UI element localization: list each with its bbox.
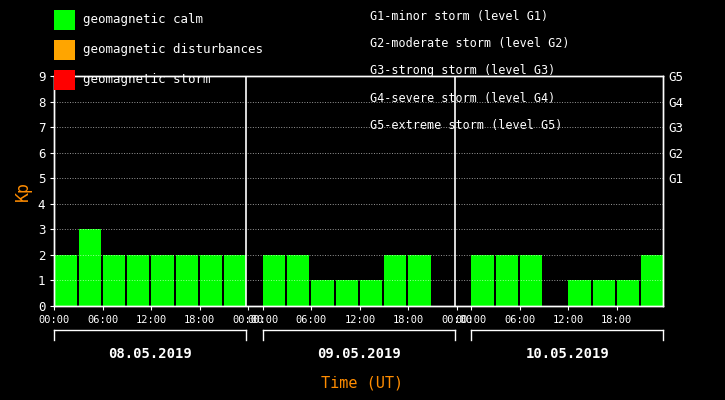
Bar (592, 280, 615, 306)
Bar (287, 255, 310, 306)
Text: G1-minor storm (level G1): G1-minor storm (level G1) (370, 10, 548, 23)
Bar (617, 280, 639, 306)
Text: 09.05.2019: 09.05.2019 (317, 347, 401, 361)
Bar (641, 255, 663, 306)
Bar (54, 255, 77, 306)
Text: geomagnetic calm: geomagnetic calm (83, 14, 204, 26)
Text: G5-extreme storm (level G5): G5-extreme storm (level G5) (370, 119, 562, 132)
Bar (384, 255, 407, 306)
Bar (496, 255, 518, 306)
Bar (471, 255, 494, 306)
Bar (263, 255, 285, 306)
Text: 10.05.2019: 10.05.2019 (526, 347, 609, 361)
Bar (103, 255, 125, 306)
Text: G2-moderate storm (level G2): G2-moderate storm (level G2) (370, 37, 569, 50)
Bar (127, 255, 149, 306)
Bar (175, 255, 198, 306)
Y-axis label: Kp: Kp (14, 181, 33, 201)
Bar (520, 255, 542, 306)
Text: G4-severe storm (level G4): G4-severe storm (level G4) (370, 92, 555, 105)
Bar (336, 280, 358, 306)
Text: geomagnetic disturbances: geomagnetic disturbances (83, 44, 263, 56)
Bar (200, 255, 222, 306)
Text: G3-strong storm (level G3): G3-strong storm (level G3) (370, 64, 555, 78)
Text: geomagnetic storm: geomagnetic storm (83, 74, 211, 86)
Bar (78, 229, 101, 306)
Bar (568, 280, 591, 306)
Text: Time (UT): Time (UT) (321, 375, 404, 390)
Bar (311, 280, 334, 306)
Bar (152, 255, 174, 306)
Bar (224, 255, 247, 306)
Bar (360, 280, 382, 306)
Text: 08.05.2019: 08.05.2019 (109, 347, 192, 361)
Bar (408, 255, 431, 306)
